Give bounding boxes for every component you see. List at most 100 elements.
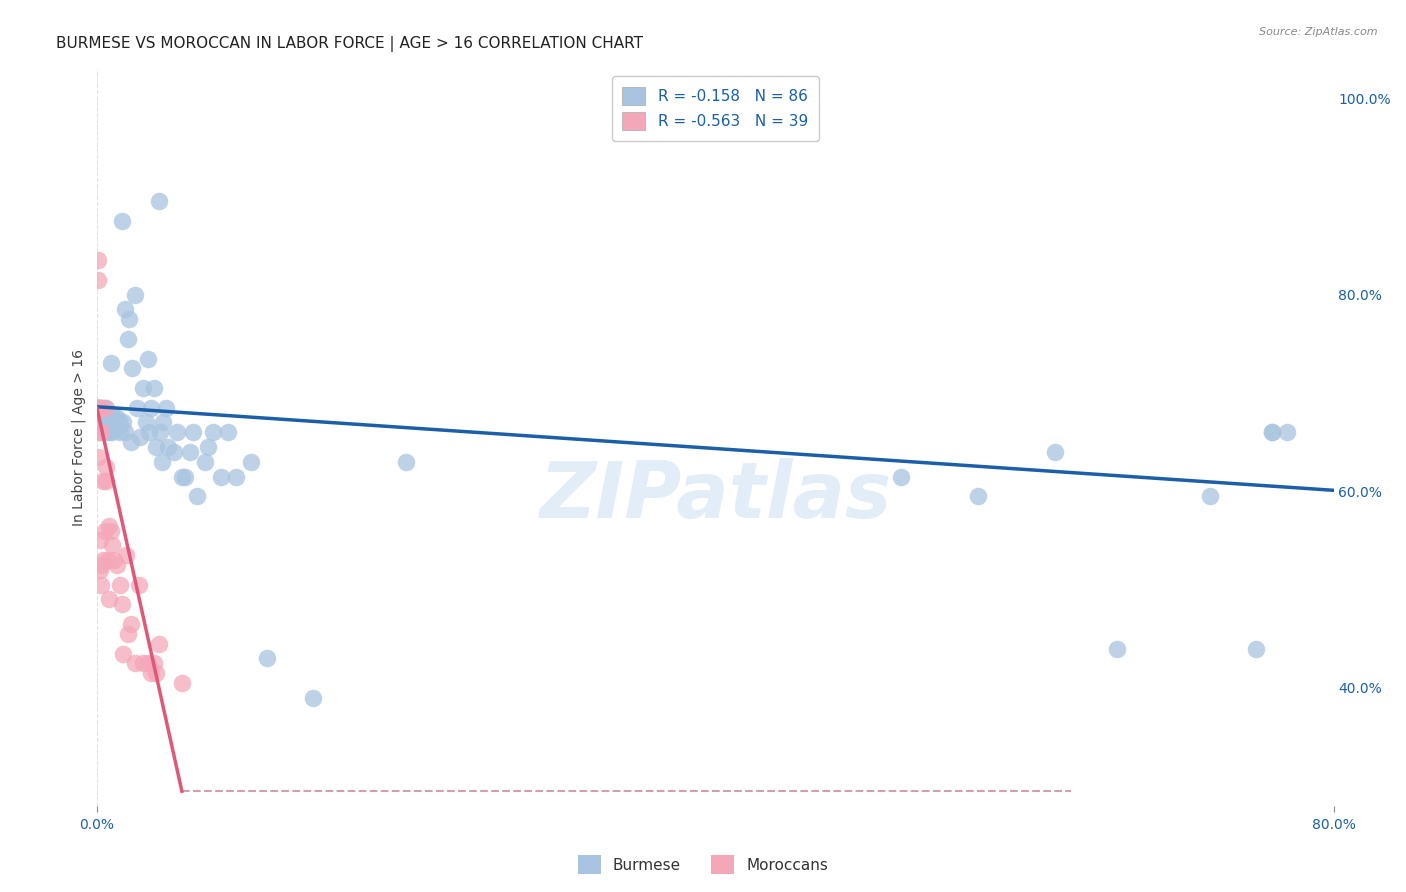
Point: [112, 647, 135, 661]
Point: [94, 425, 117, 440]
Point: [90, 416, 112, 430]
Point: [100, 410, 122, 425]
Y-axis label: In Labor Force | Age > 16: In Labor Force | Age > 16: [72, 349, 86, 525]
Point: [135, 416, 157, 430]
Point: [98, 518, 121, 533]
Point: [90, 558, 112, 572]
Point: [302, 690, 325, 705]
Point: [124, 287, 146, 301]
Point: [201, 425, 224, 440]
Point: [225, 469, 247, 483]
Point: [93, 524, 115, 538]
Point: [110, 598, 132, 612]
Text: Source: ZipAtlas.com: Source: ZipAtlas.com: [1260, 27, 1378, 37]
Point: [90, 577, 112, 591]
Point: [129, 430, 152, 444]
Point: [98, 592, 121, 607]
Point: [97, 420, 120, 434]
Point: [87, 401, 110, 415]
Point: [94, 475, 117, 489]
Point: [87, 401, 110, 415]
Point: [87, 450, 110, 464]
Point: [101, 538, 124, 552]
Point: [93, 401, 115, 415]
Point: [209, 469, 232, 483]
Text: ZIPatlas: ZIPatlas: [538, 458, 891, 534]
Point: [94, 401, 117, 415]
Point: [93, 420, 115, 434]
Point: [101, 416, 124, 430]
Point: [179, 445, 201, 459]
Point: [87, 425, 110, 440]
Point: [194, 455, 217, 469]
Point: [89, 563, 111, 577]
Point: [89, 533, 111, 548]
Point: [1244, 641, 1267, 656]
Point: [103, 553, 125, 567]
Point: [256, 651, 278, 665]
Point: [87, 253, 110, 268]
Point: [1260, 425, 1282, 440]
Point: [117, 627, 139, 641]
Point: [217, 425, 239, 440]
Legend: Burmese, Moroccans: Burmese, Moroccans: [571, 849, 835, 880]
Point: [87, 401, 110, 415]
Point: [87, 273, 110, 287]
Point: [108, 416, 131, 430]
Point: [90, 425, 112, 440]
Point: [967, 489, 990, 503]
Point: [91, 475, 114, 489]
Point: [240, 455, 263, 469]
Point: [181, 425, 204, 440]
Point: [101, 425, 124, 440]
Point: [1198, 489, 1220, 503]
Point: [166, 425, 188, 440]
Point: [186, 489, 208, 503]
Point: [114, 425, 136, 440]
Point: [125, 401, 148, 415]
Point: [100, 524, 122, 538]
Point: [104, 420, 127, 434]
Point: [132, 381, 155, 395]
Point: [93, 416, 115, 430]
Point: [94, 459, 117, 474]
Point: [105, 558, 128, 572]
Point: [105, 420, 128, 434]
Point: [117, 332, 139, 346]
Point: [149, 425, 172, 440]
Point: [121, 361, 143, 376]
Point: [150, 455, 173, 469]
Point: [91, 401, 114, 415]
Point: [104, 410, 127, 425]
Point: [145, 440, 167, 454]
Point: [87, 401, 110, 415]
Text: BURMESE VS MOROCCAN IN LABOR FORCE | AGE > 16 CORRELATION CHART: BURMESE VS MOROCCAN IN LABOR FORCE | AGE…: [56, 36, 643, 52]
Point: [97, 416, 120, 430]
Point: [156, 440, 179, 454]
Point: [1260, 425, 1282, 440]
Point: [1107, 641, 1129, 656]
Point: [145, 666, 167, 681]
Point: [139, 401, 162, 415]
Point: [103, 420, 125, 434]
Point: [890, 469, 912, 483]
Point: [395, 455, 418, 469]
Point: [152, 416, 174, 430]
Point: [100, 416, 122, 430]
Point: [108, 425, 131, 440]
Point: [139, 666, 162, 681]
Point: [93, 416, 115, 430]
Point: [128, 577, 150, 591]
Point: [115, 548, 138, 562]
Point: [89, 401, 111, 415]
Point: [91, 416, 114, 430]
Point: [90, 401, 112, 415]
Point: [136, 351, 159, 366]
Point: [90, 416, 112, 430]
Point: [89, 401, 111, 415]
Point: [174, 469, 197, 483]
Point: [94, 416, 117, 430]
Point: [163, 445, 186, 459]
Point: [138, 425, 160, 440]
Point: [197, 440, 219, 454]
